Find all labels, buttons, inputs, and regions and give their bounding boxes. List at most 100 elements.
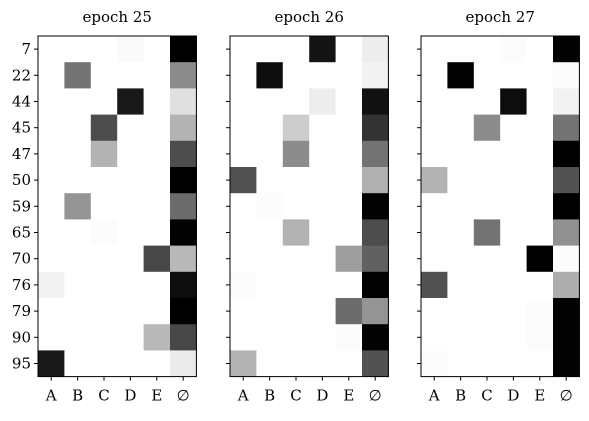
heatmap-cell [526,114,554,142]
heatmap-cell [143,36,171,63]
heatmap-cell [553,219,580,246]
heatmap-cell [526,193,554,220]
y-tick-label: 7 [21,40,31,58]
heatmap-cell [526,271,554,299]
heatmap-cell [335,62,363,89]
panel-title: epoch 26 [274,8,343,26]
heatmap-cell [64,324,92,351]
heatmap-cell [526,167,554,194]
heatmap-cell [170,324,197,351]
heatmap-cell [170,245,197,273]
heatmap-cell [553,88,580,115]
x-tick-label: A [45,387,57,405]
heatmap-cell [256,245,284,273]
heatmap-cell [230,88,257,115]
heatmap-cell [230,245,257,273]
heatmap-cell [143,140,171,168]
heatmap-cell [447,193,475,220]
x-tick-label: C [481,387,492,405]
heatmap-cell [526,62,554,89]
heatmap-cell [500,219,527,246]
heatmap-cell [64,140,92,168]
heatmap-cell [526,350,554,377]
heatmap-cell [526,324,554,351]
heatmap-cell [117,88,144,115]
heatmap-cell [143,324,171,351]
heatmap-cell [64,350,92,377]
heatmap-cell [38,245,65,273]
heatmap-cell [447,271,475,299]
heatmap-cell [335,324,363,351]
heatmap-cell [282,140,310,168]
x-tick-label: C [98,387,109,405]
panel-title: epoch 27 [465,8,534,26]
heatmap-cell [421,271,448,299]
heatmap-cell [256,88,284,115]
y-tick-label: 47 [12,145,31,163]
heatmap-cell [143,245,171,273]
heatmap-cell [473,193,501,220]
heatmap-cell [473,36,501,63]
heatmap-cell [421,350,448,377]
x-tick-label: B [72,387,83,405]
heatmap-cell [117,324,144,351]
heatmap-cell [309,298,336,325]
heatmap-cell [64,245,92,273]
heatmap-cell [309,219,336,246]
panel-title: epoch 25 [82,8,151,26]
heatmap-cell [553,245,580,273]
heatmap-cell [500,36,527,63]
heatmap-cell [421,88,448,115]
heatmap-cell [553,167,580,194]
heatmap-cell [170,350,197,377]
heatmap-cell [170,114,197,142]
heatmap-cell [90,298,118,325]
heatmap-cell [447,36,475,63]
heatmap-cell [362,219,389,246]
heatmap-cell [309,36,336,63]
heatmap-cell [500,167,527,194]
heatmap-cell [500,88,527,115]
heatmap-cell [38,298,65,325]
heatmap-cell [421,62,448,89]
heatmap-cell [117,140,144,168]
heatmap-cell [256,219,284,246]
heatmap-cell [362,114,389,142]
heatmap-cell [117,167,144,194]
heatmap-cell [170,298,197,325]
heatmap-cell [309,62,336,89]
heatmap-cell [230,193,257,220]
heatmap-cell [421,193,448,220]
heatmap-cell [335,140,363,168]
heatmap-cell [38,140,65,168]
heatmap-cell [500,245,527,273]
heatmap-cell [170,62,197,89]
heatmap-cell [170,271,197,299]
heatmap-cell [473,324,501,351]
heatmap-cell [117,298,144,325]
heatmap-cell [256,324,284,351]
heatmap-cell [64,36,92,63]
heatmap-cell [500,62,527,89]
heatmap-cell [447,167,475,194]
heatmap-cell [90,271,118,299]
heatmap-cell [282,324,310,351]
heatmap-cell [473,62,501,89]
heatmap-cell [282,298,310,325]
heatmap-cell [362,62,389,89]
x-tick-label: ∅ [369,387,382,405]
heatmap-panel: epoch 26 A B C D E ∅ [226,8,389,405]
heatmap-cell [117,350,144,377]
y-tick-label: 90 [12,328,31,346]
heatmap-cell [143,167,171,194]
heatmap-cell [335,350,363,377]
heatmap-cell [90,350,118,377]
heatmap-cell [421,219,448,246]
heatmap-cell [309,245,336,273]
heatmap-cell [362,245,389,273]
heatmap-cell [473,298,501,325]
x-tick-label: B [264,387,275,405]
heatmap-cell [38,88,65,115]
heatmap-cell [526,219,554,246]
heatmap-cell [526,36,554,63]
